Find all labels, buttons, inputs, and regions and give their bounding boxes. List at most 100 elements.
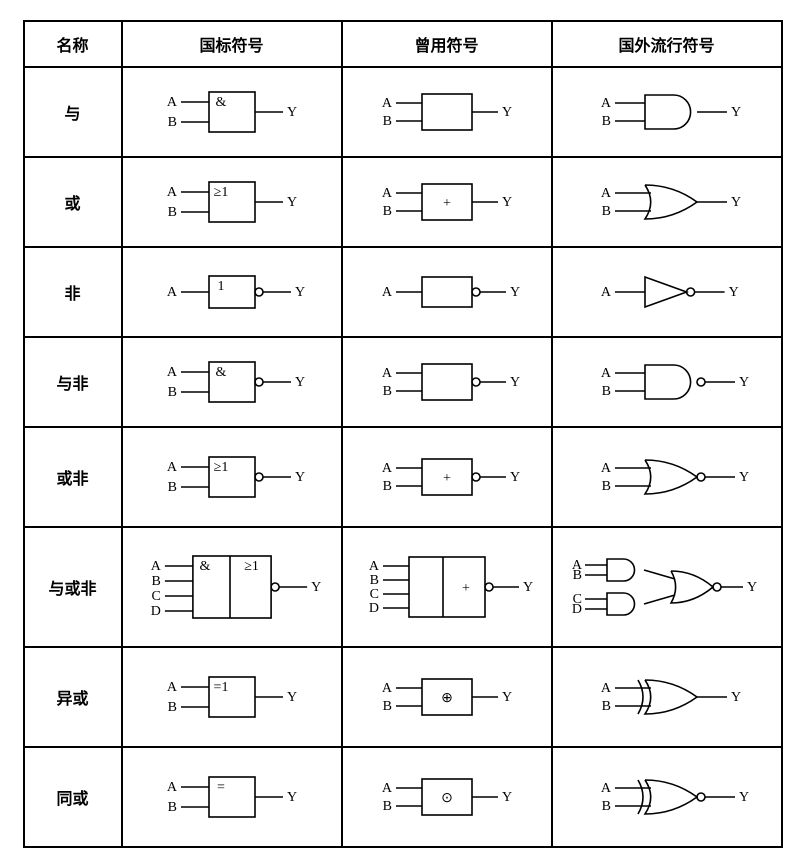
foreign-cell: AB Y — [552, 67, 782, 157]
legacy-symbol-0: ABY — [347, 72, 547, 152]
svg-text:B: B — [382, 479, 391, 494]
svg-text:B: B — [382, 799, 391, 814]
svg-text:Y: Y — [502, 105, 512, 120]
svg-text:Y: Y — [295, 285, 305, 300]
national-cell: =1 AB Y — [122, 647, 342, 747]
legacy-cell: ⊙ AB Y — [342, 747, 552, 847]
svg-text:B: B — [151, 574, 160, 589]
svg-text:≥1: ≥1 — [213, 460, 228, 475]
foreign-symbol-7: ABY — [557, 752, 777, 842]
national-cell: 1AY — [122, 247, 342, 337]
legacy-symbol-6: ⊕ABY — [347, 652, 547, 742]
svg-text:1: 1 — [217, 279, 224, 294]
svg-text:B: B — [601, 114, 610, 129]
foreign-cell: ABY — [552, 647, 782, 747]
svg-text:Y: Y — [747, 580, 757, 595]
svg-text:Y: Y — [287, 105, 297, 120]
national-symbol-0: & AB Y — [127, 72, 337, 152]
svg-text:&: & — [199, 559, 210, 574]
svg-text:Y: Y — [510, 375, 520, 390]
svg-text:Y: Y — [510, 285, 520, 300]
svg-text:B: B — [601, 204, 610, 219]
svg-text:≥1: ≥1 — [213, 185, 228, 200]
svg-text:A: A — [600, 366, 611, 381]
svg-text:D: D — [368, 601, 378, 616]
legacy-symbol-5: +ABCDY — [347, 532, 547, 642]
table-row: 异或 =1ABY ⊕ABY ABY — [24, 647, 782, 747]
header-foreign: 国外流行符号 — [552, 21, 782, 67]
svg-text:Y: Y — [728, 285, 738, 300]
foreign-symbol-2: AY — [557, 252, 777, 332]
svg-text:=1: =1 — [213, 680, 228, 695]
table-row: 与非 &ABY ABY ABY — [24, 337, 782, 427]
gate-name: 与 — [24, 67, 122, 157]
svg-text:A: A — [166, 780, 177, 795]
svg-text:B: B — [167, 700, 176, 715]
svg-text:A: A — [600, 96, 611, 111]
svg-text:Y: Y — [287, 690, 297, 705]
svg-text:B: B — [167, 205, 176, 220]
svg-text:⊕: ⊕ — [441, 691, 453, 706]
legacy-cell: ⊕ABY — [342, 647, 552, 747]
legacy-symbol-2: AY — [347, 252, 547, 332]
svg-text:Y: Y — [502, 195, 512, 210]
svg-text:Y: Y — [295, 470, 305, 485]
legacy-cell: +ABY — [342, 157, 552, 247]
legacy-cell: +ABY — [342, 427, 552, 527]
svg-text:C: C — [151, 589, 160, 604]
svg-text:A: A — [368, 559, 379, 574]
svg-text:A: A — [381, 781, 392, 796]
national-symbol-2: 1AY — [127, 252, 337, 332]
national-symbol-3: &ABY — [127, 342, 337, 422]
legacy-cell: ABY — [342, 337, 552, 427]
svg-text:B: B — [369, 573, 378, 588]
svg-text:⊙: ⊙ — [441, 791, 453, 806]
foreign-cell: ABY — [552, 427, 782, 527]
legacy-cell: AY — [342, 247, 552, 337]
svg-text:B: B — [167, 800, 176, 815]
national-symbol-4: ≥1ABY — [127, 432, 337, 522]
foreign-cell: ABY — [552, 747, 782, 847]
foreign-cell: ABY — [552, 337, 782, 427]
svg-text:Y: Y — [739, 790, 749, 805]
gate-name: 与或非 — [24, 527, 122, 647]
svg-text:Y: Y — [731, 690, 741, 705]
svg-text:Y: Y — [502, 790, 512, 805]
svg-text:&: & — [215, 95, 226, 110]
svg-text:Y: Y — [731, 105, 741, 120]
svg-text:A: A — [166, 680, 177, 695]
national-symbol-5: &≥1ABCDY — [127, 532, 337, 642]
svg-text:Y: Y — [739, 375, 749, 390]
foreign-symbol-4: ABY — [557, 432, 777, 522]
table-row: 与或非 &≥1ABCDY +ABCDY ABCDY — [24, 527, 782, 647]
svg-text:Y: Y — [510, 470, 520, 485]
header-legacy: 曾用符号 — [342, 21, 552, 67]
foreign-symbol-6: ABY — [557, 652, 777, 742]
logic-gate-table: 名称 国标符号 曾用符号 国外流行符号 与 &ABY ABY ABY 或 ≥1A… — [23, 20, 783, 848]
foreign-symbol-0: AB Y — [557, 72, 777, 152]
svg-text:=: = — [217, 780, 225, 795]
svg-text:B: B — [601, 479, 610, 494]
svg-text:Y: Y — [731, 195, 741, 210]
svg-text:C: C — [369, 587, 378, 602]
svg-text:A: A — [381, 285, 392, 300]
legacy-symbol-3: ABY — [347, 342, 547, 422]
svg-text:B: B — [382, 384, 391, 399]
foreign-symbol-5: ABCDY — [557, 532, 777, 642]
svg-text:+: + — [443, 471, 451, 486]
national-symbol-6: =1 AB Y — [127, 652, 337, 742]
national-cell: & AB Y — [122, 67, 342, 157]
svg-text:B: B — [382, 204, 391, 219]
svg-text:B: B — [167, 115, 176, 130]
national-cell: &ABY — [122, 337, 342, 427]
svg-text:D: D — [571, 602, 581, 617]
national-cell: ≥1ABY — [122, 157, 342, 247]
table-row: 或非 ≥1ABY +ABY ABY — [24, 427, 782, 527]
national-cell: ≥1ABY — [122, 427, 342, 527]
svg-text:A: A — [166, 95, 177, 110]
svg-text:A: A — [600, 186, 611, 201]
national-symbol-1: ≥1ABY — [127, 162, 337, 242]
foreign-cell: AY — [552, 247, 782, 337]
svg-text:B: B — [572, 568, 581, 583]
gate-name: 或非 — [24, 427, 122, 527]
